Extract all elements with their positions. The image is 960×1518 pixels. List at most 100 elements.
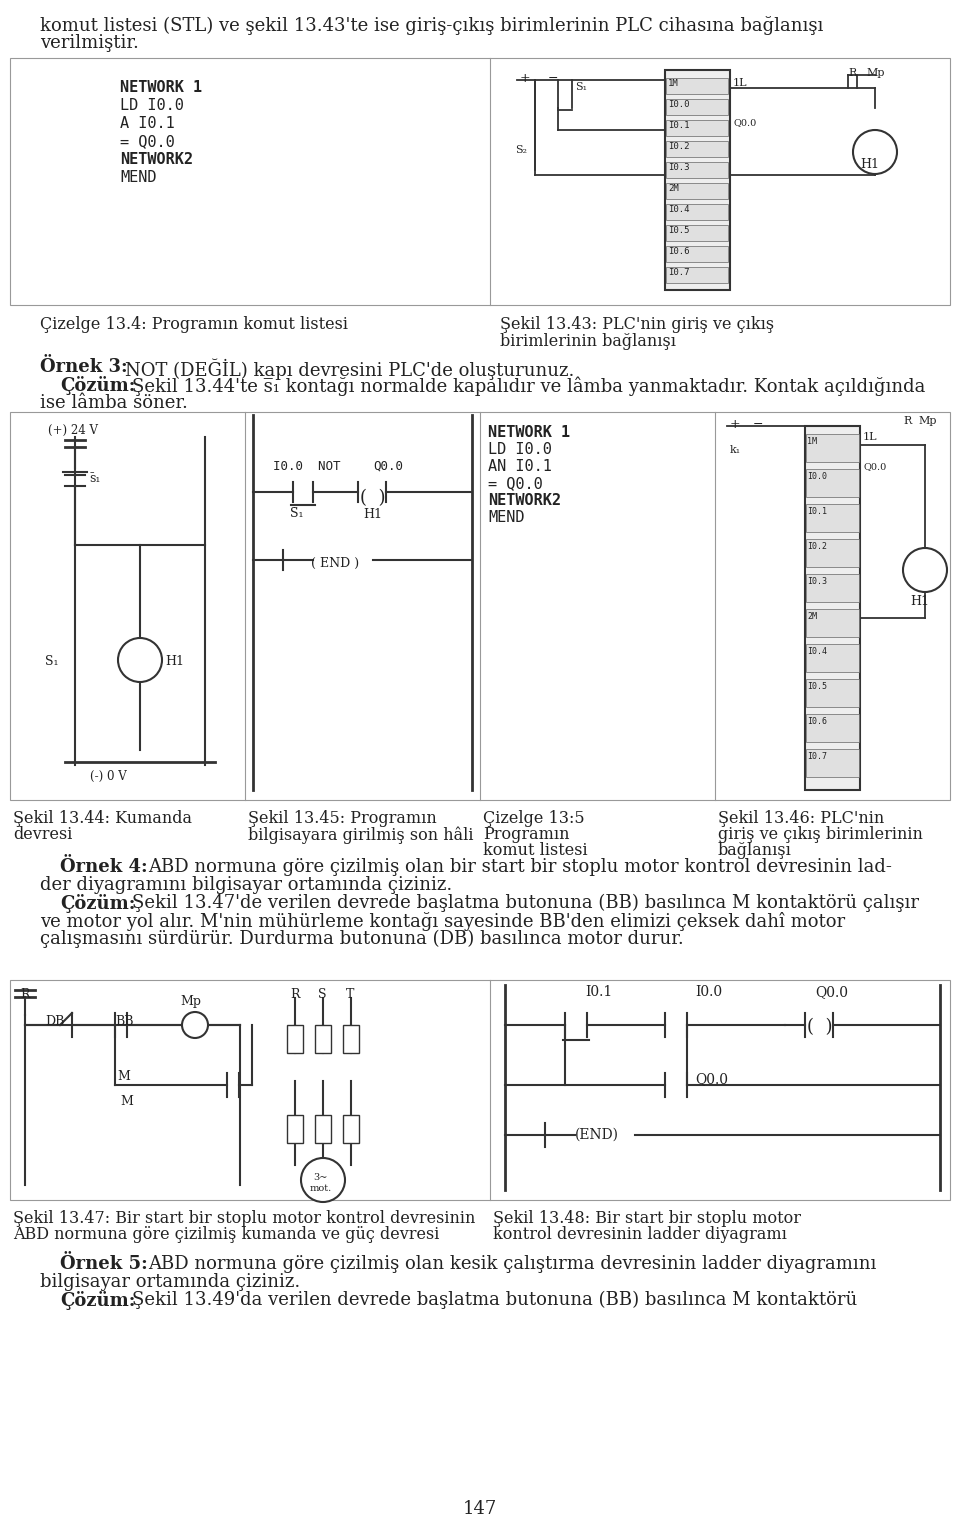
Bar: [806, 713, 859, 742]
Text: NOT (DEĞİL) kapı devresini PLC'de oluşturunuz.: NOT (DEĞİL) kapı devresini PLC'de oluştu…: [125, 358, 574, 380]
Text: der diyagramını bilgisayar ortamında çiziniz.: der diyagramını bilgisayar ortamında çiz…: [40, 876, 452, 894]
Bar: [666, 246, 728, 263]
Text: Örnek 3:: Örnek 3:: [40, 358, 128, 376]
Text: R: R: [903, 416, 911, 427]
Text: Şekil 13.48: Bir start bir stoplu motor: Şekil 13.48: Bir start bir stoplu motor: [493, 1210, 801, 1227]
Text: Çözüm:: Çözüm:: [60, 1290, 135, 1310]
Text: verilmiştir.: verilmiştir.: [40, 33, 139, 52]
Text: Mp: Mp: [866, 68, 884, 77]
Text: I0.0  NOT: I0.0 NOT: [273, 460, 341, 474]
Text: 3~: 3~: [313, 1173, 327, 1183]
Bar: [315, 1025, 331, 1053]
Text: R: R: [290, 988, 300, 1000]
Text: k₁: k₁: [730, 445, 741, 455]
Bar: [666, 203, 728, 220]
Text: I0.5: I0.5: [668, 226, 689, 235]
Bar: [343, 1116, 359, 1143]
Text: −: −: [753, 417, 763, 431]
Text: Örnek 4:: Örnek 4:: [60, 858, 148, 876]
Text: devresi: devresi: [13, 826, 72, 842]
Bar: [666, 120, 728, 137]
Circle shape: [853, 131, 897, 175]
Text: giriş ve çıkış birimlerinin: giriş ve çıkış birimlerinin: [718, 826, 923, 842]
Text: 1L: 1L: [733, 77, 748, 88]
Bar: [666, 162, 728, 178]
Bar: [10, 981, 950, 1201]
Text: LD I0.0: LD I0.0: [120, 99, 184, 112]
Text: ( END ): ( END ): [311, 557, 359, 569]
Bar: [287, 1116, 303, 1143]
Text: S₂: S₂: [515, 146, 527, 155]
Text: I0.0: I0.0: [807, 472, 827, 481]
Bar: [805, 427, 860, 789]
Text: I0.1: I0.1: [585, 985, 612, 999]
Text: AN I0.1: AN I0.1: [488, 458, 552, 474]
Text: I0.2: I0.2: [807, 542, 827, 551]
Text: ABD normuna göre çizilmiş kumanda ve güç devresi: ABD normuna göre çizilmiş kumanda ve güç…: [13, 1227, 440, 1243]
Bar: [806, 609, 859, 638]
Text: bağlanışı: bağlanışı: [718, 842, 792, 859]
Text: Çözüm:: Çözüm:: [60, 376, 135, 395]
Text: Q0.0: Q0.0: [695, 1072, 728, 1085]
Text: S: S: [318, 988, 326, 1000]
Text: Çözüm:: Çözüm:: [60, 894, 135, 912]
Text: DB: DB: [45, 1016, 64, 1028]
Text: S₁: S₁: [575, 82, 587, 93]
Text: I0.2: I0.2: [668, 143, 689, 150]
Text: Şekil 13.43: PLC'nin giriş ve çıkış: Şekil 13.43: PLC'nin giriş ve çıkış: [500, 316, 774, 332]
Text: MEND: MEND: [120, 170, 156, 185]
Text: I0.1: I0.1: [807, 507, 827, 516]
Text: −: −: [548, 71, 559, 85]
Bar: [10, 411, 950, 800]
Text: R: R: [848, 68, 856, 77]
Text: 2M: 2M: [668, 184, 679, 193]
Text: LD I0.0: LD I0.0: [488, 442, 552, 457]
Text: S₁: S₁: [45, 654, 59, 668]
Text: 1M: 1M: [807, 437, 817, 446]
Text: I0.3: I0.3: [668, 162, 689, 172]
Bar: [666, 141, 728, 156]
Text: I0.0: I0.0: [668, 100, 689, 109]
Text: Örnek 5:: Örnek 5:: [60, 1255, 148, 1274]
Circle shape: [118, 638, 162, 682]
Text: Q0.0: Q0.0: [373, 460, 403, 474]
Text: Şekil 13.49'da verilen devrede başlatma butonuna (BB) basılınca M kontaktörü: Şekil 13.49'da verilen devrede başlatma …: [132, 1290, 857, 1309]
Text: +: +: [730, 417, 740, 431]
Text: S̄₁: S̄₁: [290, 507, 303, 521]
Text: I0.0: I0.0: [695, 985, 722, 999]
Text: Şekil 13.46: PLC'nin: Şekil 13.46: PLC'nin: [718, 811, 884, 827]
Bar: [315, 1116, 331, 1143]
Text: = Q0.0: = Q0.0: [488, 477, 542, 490]
Text: M: M: [117, 1070, 130, 1082]
Text: I0.1: I0.1: [668, 121, 689, 131]
Circle shape: [903, 548, 947, 592]
Bar: [806, 574, 859, 603]
Text: Mp: Mp: [918, 416, 937, 427]
Text: H1: H1: [165, 654, 184, 668]
Text: Şekil 13.44: Kumanda: Şekil 13.44: Kumanda: [13, 811, 192, 827]
Text: Çizelge 13:5: Çizelge 13:5: [483, 811, 585, 827]
Text: ve motor yol alır. M'nin mühürleme kontağı sayesinde BB'den elimizi çeksek dahî : ve motor yol alır. M'nin mühürleme konta…: [40, 912, 845, 931]
Bar: [806, 679, 859, 707]
Text: birimlerinin bağlanışı: birimlerinin bağlanışı: [500, 332, 676, 351]
Text: (END): (END): [575, 1128, 619, 1142]
Text: (  ): ( ): [807, 1019, 832, 1035]
Text: H1: H1: [363, 509, 382, 521]
Text: 1M: 1M: [668, 79, 679, 88]
Text: 147: 147: [463, 1500, 497, 1518]
Text: (  ): ( ): [360, 489, 386, 507]
Text: R: R: [20, 988, 30, 1000]
Text: NETWORK 1: NETWORK 1: [488, 425, 570, 440]
Text: BB: BB: [115, 1016, 133, 1028]
Text: NETWORK 1: NETWORK 1: [120, 80, 203, 96]
Text: A I0.1: A I0.1: [120, 115, 175, 131]
Text: 1L: 1L: [863, 433, 877, 442]
Text: ABD normuna göre çizilmiş olan bir start bir stoplu motor kontrol devresinin lad: ABD normuna göre çizilmiş olan bir start…: [148, 858, 892, 876]
Bar: [806, 644, 859, 672]
Text: T: T: [346, 988, 354, 1000]
Bar: [343, 1025, 359, 1053]
Text: Q0.0: Q0.0: [815, 985, 848, 999]
Text: Şekil 13.45: Programın: Şekil 13.45: Programın: [248, 811, 437, 827]
Text: Çizelge 13.4: Programın komut listesi: Çizelge 13.4: Programın komut listesi: [40, 316, 348, 332]
Text: 2M: 2M: [807, 612, 817, 621]
